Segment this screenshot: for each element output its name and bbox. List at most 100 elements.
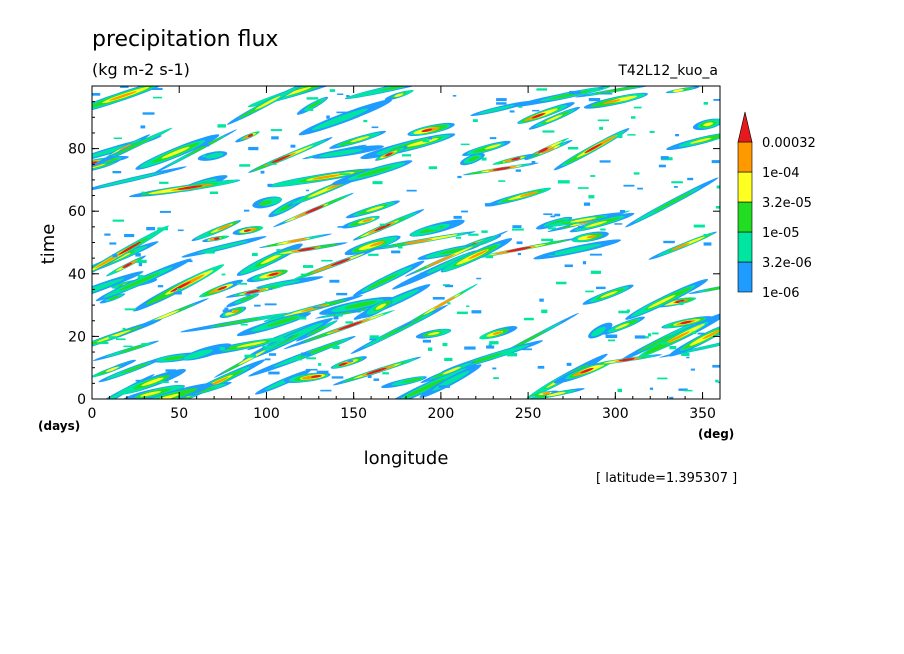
rain-streak: [583, 92, 648, 109]
rain-speck: [713, 99, 720, 101]
rain-speck: [104, 233, 111, 236]
rain-streak: [92, 362, 131, 378]
x-tick-label: 350: [689, 406, 716, 422]
rain-streak: [360, 299, 393, 319]
rain-speck: [318, 363, 322, 366]
rain-speck: [382, 372, 389, 375]
rain-speck: [661, 342, 669, 345]
rain-speck: [136, 259, 147, 263]
rain-streak: [319, 296, 394, 315]
rain-speck: [201, 143, 210, 147]
x-unit-label: (deg): [698, 427, 734, 441]
rain-speck: [590, 270, 601, 274]
rain-speck: [124, 234, 135, 238]
rain-streak: [479, 326, 518, 340]
rain-speck: [326, 115, 330, 119]
rain-streak: [625, 177, 719, 228]
rain-speck: [384, 238, 393, 242]
rain-speck: [99, 342, 109, 345]
precipitation-field: [92, 86, 720, 399]
rain-speck: [320, 389, 332, 392]
rain-speck: [447, 302, 451, 305]
rain-speck: [219, 346, 225, 351]
rain-speck: [369, 335, 379, 339]
rain-speck: [135, 253, 141, 257]
rain-speck: [663, 240, 675, 244]
rain-speck: [631, 116, 636, 119]
rain-speck: [112, 219, 124, 222]
rain-speck: [422, 140, 430, 143]
rain-speck: [492, 367, 497, 370]
rain-streak: [341, 215, 380, 229]
rain-streak: [226, 293, 260, 308]
rain-streak: [352, 260, 425, 297]
rain-speck: [184, 260, 193, 263]
rain-streak: [396, 283, 478, 331]
rain-speck: [686, 356, 690, 359]
rain-speck: [674, 186, 678, 188]
rain-speck: [456, 311, 468, 315]
rain-speck: [401, 154, 412, 157]
rain-speck: [617, 388, 622, 393]
rain-speck: [697, 332, 705, 335]
rain-speck: [541, 309, 548, 314]
rain-streak: [407, 122, 455, 137]
rain-streak: [225, 284, 286, 298]
colorbar-label: 3.2e-06: [762, 256, 812, 271]
rain-speck: [204, 251, 215, 254]
rain-speck: [549, 253, 555, 255]
rain-streak: [625, 278, 709, 320]
rain-speck: [391, 250, 401, 254]
rain-speck: [124, 308, 136, 311]
rain-speck: [485, 255, 494, 259]
rain-speck: [599, 126, 603, 130]
rain-speck: [269, 353, 277, 356]
rain-speck: [325, 301, 329, 304]
rain-streak: [330, 356, 367, 369]
rain-speck: [173, 291, 182, 295]
rain-speck: [302, 265, 314, 268]
rain-speck: [112, 171, 122, 174]
y-tick-label: 20: [68, 329, 86, 345]
rain-speck: [715, 379, 719, 383]
rain-speck: [248, 146, 259, 151]
rain-speck: [489, 341, 499, 345]
rain-speck: [108, 336, 118, 339]
rain-streak: [352, 209, 425, 241]
rain-speck: [703, 242, 712, 246]
rain-speck: [329, 89, 336, 92]
rain-speck: [522, 348, 532, 351]
run-label: T42L12_kuo_a: [617, 63, 718, 79]
rain-speck: [122, 327, 126, 331]
rain-speck: [532, 109, 540, 112]
rain-speck: [597, 119, 609, 122]
y-tick-label: 60: [68, 204, 86, 220]
colorbar-label: 1e-05: [762, 226, 800, 241]
rain-streak: [133, 264, 225, 312]
rain-streak: [648, 231, 717, 260]
rain-streak: [235, 131, 260, 143]
rain-speck: [202, 154, 206, 157]
rain-streak: [135, 134, 220, 170]
rain-speck: [524, 317, 534, 321]
rain-speck: [422, 339, 431, 343]
rain-speck: [539, 298, 544, 302]
x-tick-label: 150: [340, 406, 367, 422]
rain-streak: [128, 179, 241, 198]
rain-speck: [605, 334, 618, 338]
colorbar-segment: [737, 141, 753, 173]
rain-speck: [543, 213, 553, 215]
colorbar-segment: [737, 231, 753, 263]
rain-speck: [484, 203, 494, 207]
x-tick-label: 50: [170, 406, 188, 422]
rain-streak: [467, 237, 578, 260]
rain-streak: [553, 360, 614, 384]
rain-speck: [177, 229, 184, 232]
rain-streak: [528, 388, 585, 399]
rain-speck: [590, 175, 596, 177]
rain-speck: [398, 245, 403, 249]
rain-streak: [381, 376, 427, 389]
rain-streak: [191, 220, 241, 242]
rain-speck: [496, 102, 507, 105]
rain-streak: [180, 312, 293, 333]
